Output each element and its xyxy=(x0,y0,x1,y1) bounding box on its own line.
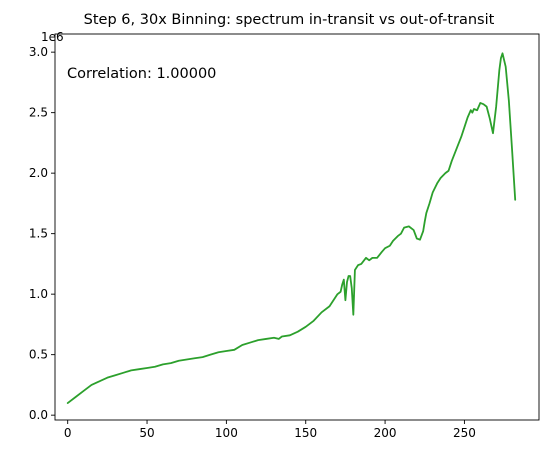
y-tick-label: 1.0 xyxy=(29,287,48,301)
y-tick-label: 0.5 xyxy=(29,348,48,362)
y-tick-label: 2.0 xyxy=(29,166,48,180)
series-line-0 xyxy=(66,52,517,404)
x-tick-label: 150 xyxy=(294,426,317,440)
x-tick-label: 250 xyxy=(453,426,476,440)
y-offset-label: 1e6 xyxy=(41,30,64,44)
plot-frame xyxy=(54,33,540,421)
y-tick-label: 0.0 xyxy=(29,408,48,422)
x-tick-label: 50 xyxy=(139,426,154,440)
y-tick-label: 2.5 xyxy=(29,106,48,120)
y-tick-label: 1.5 xyxy=(29,227,48,241)
x-tick-label: 200 xyxy=(374,426,397,440)
x-tick-label: 100 xyxy=(215,426,238,440)
y-tick-label: 3.0 xyxy=(29,45,48,59)
correlation-annotation: Correlation: 1.00000 xyxy=(67,66,216,82)
chart-title: Step 6, 30x Binning: spectrum in-transit… xyxy=(84,12,495,28)
x-tick-label: 0 xyxy=(64,426,72,440)
